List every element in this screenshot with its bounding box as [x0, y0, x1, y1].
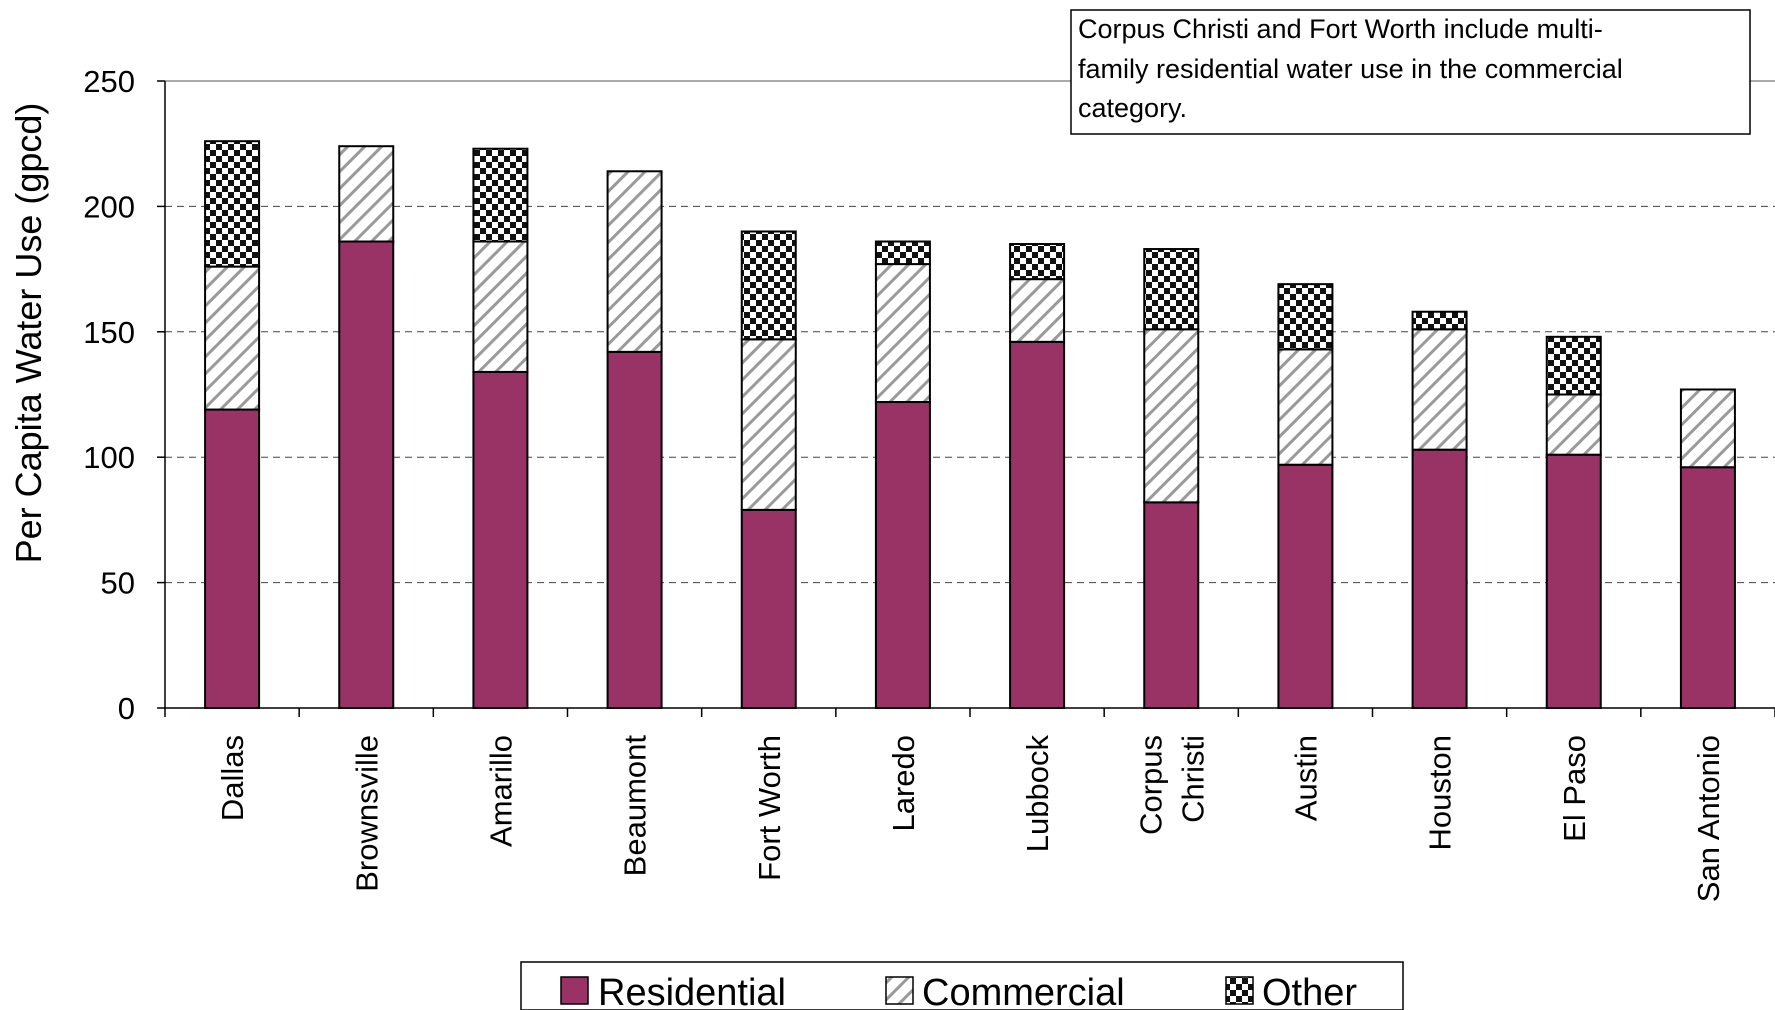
- annotation-border: [1070, 9, 1751, 135]
- bar-residential-san-antonio: [1679, 466, 1736, 709]
- bar-residential-beaumont: [606, 350, 663, 709]
- bar-residential-corpus-christi: [1143, 501, 1200, 709]
- y-tick-label: 50: [101, 566, 135, 601]
- bar-other-houston: [1411, 310, 1468, 331]
- x-category-label: San Antonio: [1691, 735, 1726, 902]
- x-category-label: Austin: [1288, 735, 1323, 821]
- x-category-label: Laredo: [886, 735, 921, 832]
- x-category-label: Amarillo: [483, 735, 518, 847]
- y-tick-label: 150: [83, 315, 135, 350]
- x-category-label: Dallas: [215, 735, 250, 821]
- bar-other-corpus-christi: [1143, 248, 1200, 331]
- x-category-label: Fort Worth: [752, 735, 787, 881]
- bar-commercial-san-antonio: [1679, 388, 1736, 469]
- y-tick-labels: 0 50 100 150 200 250: [83, 64, 135, 726]
- bar-residential-austin: [1277, 463, 1334, 709]
- x-category-labels: Dallas Brownsville Amarillo Beaumont Fort Wo…: [215, 735, 1726, 903]
- bar-other-amarillo: [472, 147, 529, 243]
- y-tick-label: 250: [83, 64, 135, 99]
- x-category-label: Brownsville: [349, 735, 384, 892]
- bar-commercial-dallas: [204, 265, 261, 411]
- bar-other-fort-worth: [740, 230, 797, 341]
- bar-other-lubbock: [1009, 243, 1066, 281]
- bar-residential-el-paso: [1545, 453, 1602, 709]
- bar-other-austin: [1277, 283, 1334, 351]
- bar-residential-amarillo: [472, 370, 529, 709]
- bar-residential-lubbock: [1009, 340, 1066, 709]
- bars: [204, 140, 1736, 710]
- legend-swatch-residential: [560, 976, 589, 1005]
- x-category-label: Beaumont: [618, 735, 653, 877]
- legend-swatch-other: [1225, 976, 1254, 1005]
- bar-residential-fort-worth: [740, 508, 797, 710]
- x-category-label: Lubbock: [1020, 735, 1055, 853]
- bar-other-dallas: [204, 140, 261, 268]
- bar-other-laredo: [874, 240, 931, 266]
- bar-commercial-corpus-christi: [1143, 328, 1200, 504]
- y-tick-label: 0: [118, 691, 135, 726]
- bar-residential-laredo: [874, 401, 931, 709]
- bar-commercial-el-paso: [1545, 393, 1602, 456]
- bar-residential-dallas: [204, 408, 261, 709]
- legend-label-commercial: Commercial: [922, 972, 1125, 1010]
- annotation-line-3: category.: [1078, 93, 1187, 123]
- bar-commercial-amarillo: [472, 240, 529, 373]
- annotation-line-1: Corpus Christi and Fort Worth include mu…: [1078, 14, 1603, 44]
- bar-residential-brownsville: [338, 240, 395, 709]
- y-tick-label: 100: [83, 440, 135, 475]
- bar-commercial-beaumont: [606, 170, 663, 353]
- legend-swatch-commercial: [885, 976, 914, 1005]
- bar-commercial-lubbock: [1009, 278, 1066, 343]
- bar-commercial-laredo: [874, 263, 931, 404]
- bar-commercial-brownsville: [338, 145, 395, 243]
- bar-commercial-austin: [1277, 348, 1334, 466]
- legend-label-other: Other: [1262, 972, 1357, 1010]
- annotation-line-2: family residential water use in the comm…: [1078, 54, 1623, 84]
- x-category-label: Corpus: [1133, 735, 1168, 835]
- gridlines: [165, 80, 1775, 584]
- annotation-box: Corpus Christi and Fort Worth include mu…: [1070, 9, 1751, 135]
- legend-border: [520, 961, 1404, 1010]
- bar-residential-houston: [1411, 448, 1468, 709]
- x-category-label: Houston: [1423, 735, 1458, 850]
- legend: Residential Commercial Other: [520, 961, 1404, 1010]
- x-category-label: El Paso: [1557, 735, 1592, 842]
- y-axis-title: Per Capita Water Use (gpcd): [8, 103, 49, 564]
- bar-other-el-paso: [1545, 335, 1602, 396]
- legend-label-residential: Residential: [598, 972, 786, 1010]
- y-tick-label: 200: [83, 189, 135, 224]
- bar-commercial-fort-worth: [740, 338, 797, 511]
- axes: [157, 80, 1775, 717]
- x-category-label: Christi: [1175, 735, 1210, 823]
- bar-commercial-houston: [1411, 328, 1468, 451]
